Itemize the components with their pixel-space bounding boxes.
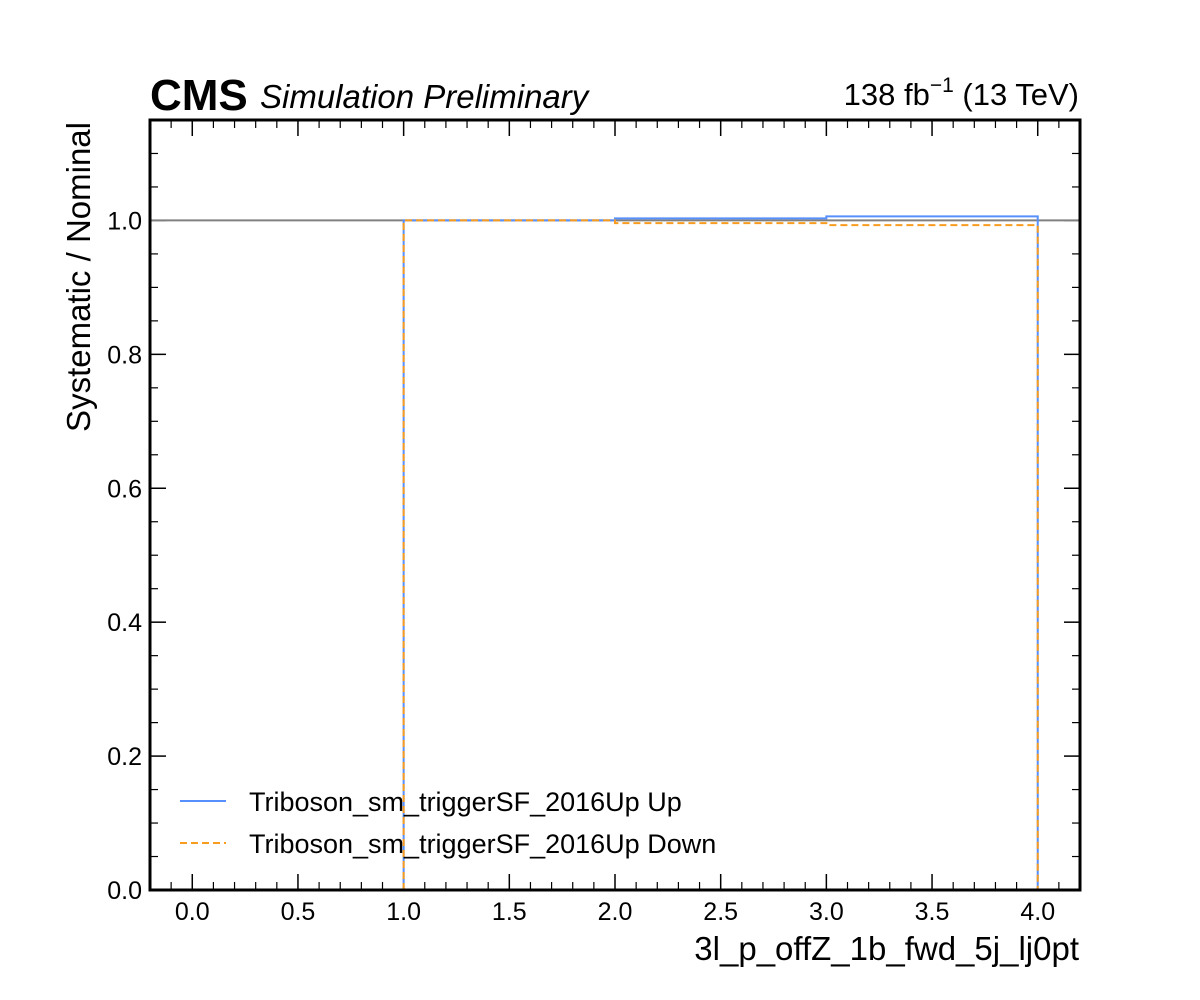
x-tick-label: 2.0 xyxy=(598,898,633,926)
status-label: Simulation Preliminary xyxy=(260,78,591,115)
x-tick-label: 3.5 xyxy=(915,898,950,926)
y-tick-label: 0.0 xyxy=(107,877,142,905)
y-tick-label: 0.8 xyxy=(107,341,142,369)
y-tick-label: 0.2 xyxy=(107,743,142,771)
y-tick-label: 0.4 xyxy=(107,609,142,637)
x-tick-label: 3.0 xyxy=(809,898,844,926)
y-tick-label: 0.6 xyxy=(107,475,142,503)
y-axis-title: Systematic / Nominal xyxy=(60,122,97,432)
ticks-layer: 0.0 0.5 1.0 1.5 2.0 2.5 3.0 3.5 4.0 0.0 0.2 0.4 0.6 0… xyxy=(107,120,1080,926)
x-tick-label: 0.0 xyxy=(175,898,210,926)
plot-frame xyxy=(148,118,1082,892)
experiment-label: CMS xyxy=(150,71,248,120)
legend-entry-label: Triboson_sm_triggerSF_2016Up Down xyxy=(249,829,716,859)
legend: Triboson_sm_triggerSF_2016Up Up Triboson_… xyxy=(180,787,716,859)
lumi-value: 138 fb xyxy=(844,77,930,112)
x-tick-label: 2.5 xyxy=(703,898,738,926)
series-layer xyxy=(150,215,1080,890)
lumi-label: 138 fb−1 (13 TeV) xyxy=(844,74,1079,112)
x-axis-title: 3l_p_offZ_1b_fwd_5j_lj0pt xyxy=(694,930,1079,967)
series-step-down xyxy=(402,219,1039,890)
x-tick-label: 4.0 xyxy=(1020,898,1055,926)
lumi-energy: (13 TeV) xyxy=(954,77,1079,112)
legend-entry-label: Triboson_sm_triggerSF_2016Up Up xyxy=(249,787,682,817)
y-tick-label: 1.0 xyxy=(107,207,142,235)
x-tick-label: 1.5 xyxy=(492,898,527,926)
x-tick-label: 1.0 xyxy=(386,898,421,926)
lumi-exponent: −1 xyxy=(930,74,954,97)
x-tick-label: 0.5 xyxy=(281,898,316,926)
